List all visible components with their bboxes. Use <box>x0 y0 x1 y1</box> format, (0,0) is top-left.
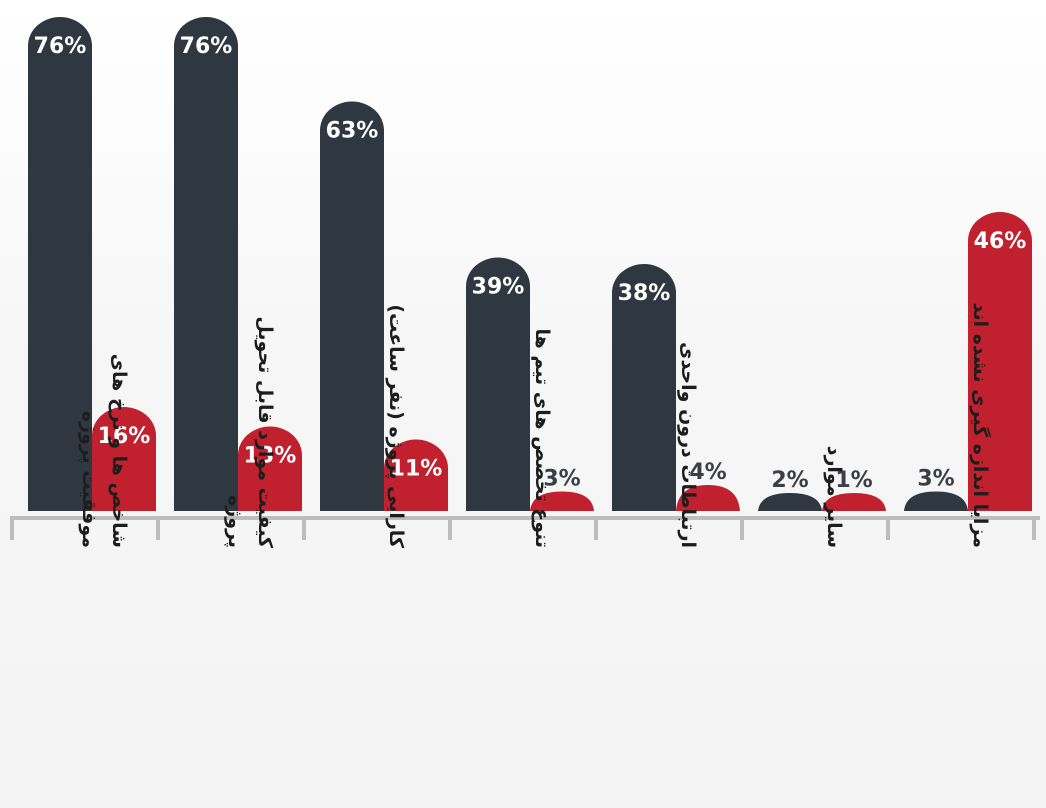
value-label-series1-cat5: 38% <box>618 281 671 306</box>
bar-series2-cat6 <box>822 493 886 511</box>
category-label-2-line-2: پروژه <box>224 495 246 548</box>
category-label-1-line-1: شاخص ها و نرخ های <box>108 354 130 548</box>
bar-series2-cat7 <box>968 212 1032 512</box>
bar-series1-cat6 <box>758 493 822 511</box>
value-label-series2-cat2: 13% <box>244 444 297 469</box>
value-label-series2-cat7: 46% <box>974 229 1027 254</box>
category-label-3-line-1: کارایی پروژه (نفر ساعت) <box>385 304 407 549</box>
category-label-layer: شاخص ها و نرخ های موفقیت پروژه کیفیت موارد… <box>78 303 992 549</box>
value-label-series2-cat4: 3% <box>543 467 580 492</box>
category-label-2-line-1: کیفیت موارد قابل تحویل <box>254 316 276 549</box>
bar-series2-cat4 <box>530 491 594 511</box>
bar-series1-cat2 <box>174 17 238 511</box>
bar-layer <box>28 17 1032 512</box>
bar-series1-cat4 <box>466 257 530 511</box>
value-label-series1-cat6: 2% <box>771 468 808 493</box>
value-label-series2-cat6: 1% <box>835 468 872 493</box>
bar-series1-cat3 <box>320 101 384 512</box>
category-label-7-line-1: مزایا اندازه گیری نشده اند <box>969 303 992 548</box>
bar-series2-cat5 <box>676 485 740 511</box>
bar-series1-cat7 <box>904 491 968 511</box>
x-axis <box>10 516 1040 540</box>
value-label-series2-cat3: 11% <box>390 457 443 482</box>
value-label-series1-cat4: 39% <box>472 275 525 300</box>
value-label-series1-cat7: 3% <box>917 467 954 492</box>
bar-series1-cat1 <box>28 17 92 511</box>
category-label-1-line-2: موفقیت پروژه <box>78 411 100 548</box>
value-label-series1-cat3: 63% <box>326 119 379 144</box>
category-label-5-line-1: ارتباطات درون واحدی <box>677 342 699 548</box>
value-label-layer: 76% 16% 76% 13% 63% 11% 39% 3% 38% 4% 2% 1% 3% 46% <box>34 34 1027 493</box>
category-label-6-line-1: سایر موارد <box>823 446 845 548</box>
bar-series2-cat3 <box>384 439 448 511</box>
bar-series2-cat2 <box>238 426 302 511</box>
value-label-series1-cat2: 76% <box>180 34 233 59</box>
value-label-series2-cat1: 16% <box>98 424 151 449</box>
bar-series1-cat5 <box>612 264 676 511</box>
category-label-4-line-1: تنوع تخصص های تیم ها <box>531 328 553 548</box>
bar-series2-cat1 <box>92 407 156 511</box>
value-label-series1-cat1: 76% <box>34 34 87 59</box>
value-label-series2-cat5: 4% <box>689 460 726 485</box>
